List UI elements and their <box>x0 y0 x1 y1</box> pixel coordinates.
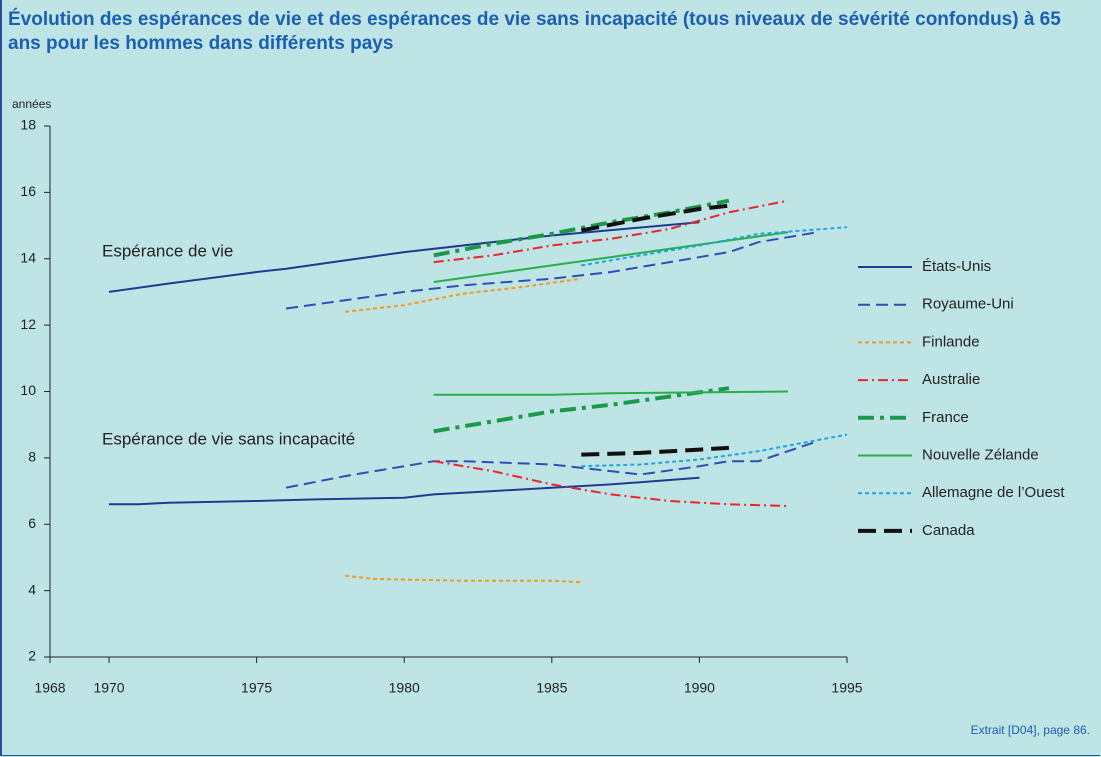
y-tick-label: 4 <box>28 581 36 597</box>
x-tick-label: 1968 <box>34 680 65 696</box>
annotation: Espérance de vie <box>102 241 233 260</box>
x-tick-label: 1980 <box>389 680 420 696</box>
series-line <box>580 203 730 457</box>
x-tick-label: 1995 <box>831 680 862 696</box>
x-tick-label: 1985 <box>536 680 567 696</box>
series-line <box>433 199 789 507</box>
y-tick-label: 16 <box>20 183 36 199</box>
x-tick-label: 1975 <box>241 680 272 696</box>
legend-label: Canada <box>922 522 975 539</box>
y-tick-label: 10 <box>20 382 36 398</box>
series-line <box>433 198 730 434</box>
series-line <box>108 221 700 506</box>
x-tick-label: 1970 <box>93 680 124 696</box>
legend-label: France <box>922 409 969 426</box>
chart-title: Évolution des espérances de vie et des e… <box>8 9 1061 54</box>
legend-label: Finlande <box>922 333 980 350</box>
y-tick-label: 12 <box>20 316 36 332</box>
legend-label: Nouvelle Zélande <box>922 446 1039 463</box>
y-tick-label: 2 <box>28 648 36 664</box>
series-line <box>581 226 848 468</box>
y-axis-label: années <box>12 97 51 111</box>
y-tick-label: 8 <box>28 449 36 465</box>
y-tick-label: 18 <box>20 117 36 133</box>
series-line <box>433 231 789 396</box>
legend-label: États-Unis <box>922 258 991 275</box>
source: Extrait [D04], page 86. <box>971 723 1090 737</box>
legend-label: Allemagne de l’Ouest <box>922 484 1065 501</box>
y-tick-label: 6 <box>28 515 36 531</box>
legend-label: Australie <box>922 371 980 388</box>
y-tick-label: 14 <box>20 249 36 265</box>
series-line <box>345 277 582 584</box>
annotation: Espérance de vie sans incapacité <box>102 429 355 448</box>
series-line <box>285 231 818 489</box>
legend-label: Royaume-Uni <box>922 296 1014 313</box>
x-tick-label: 1990 <box>684 680 715 696</box>
